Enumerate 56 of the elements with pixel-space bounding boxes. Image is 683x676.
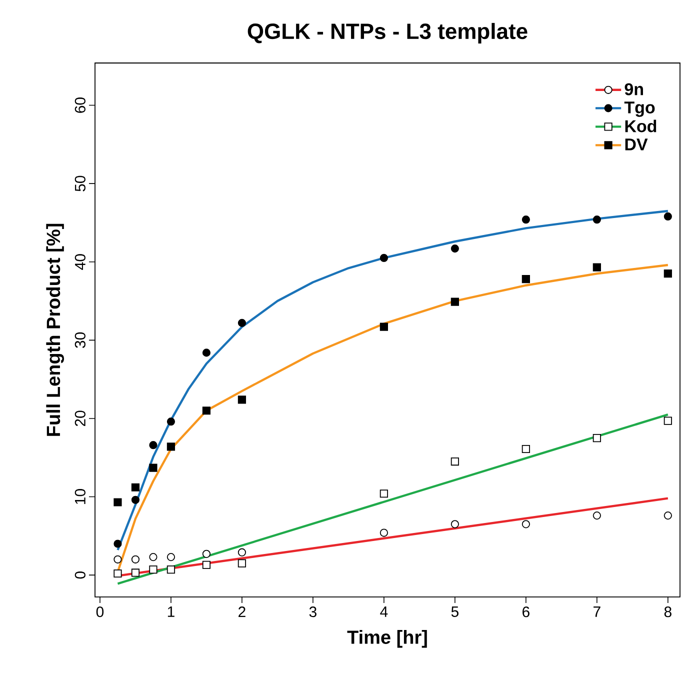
point [592, 263, 601, 272]
point [114, 540, 122, 548]
y-tick-label: 60 [74, 98, 86, 113]
y-tick-label: 0 [74, 571, 86, 579]
legend-label: DV [625, 138, 648, 150]
y-tick-label: 50 [74, 176, 86, 192]
point [664, 416, 672, 425]
legend-label: 9n [624, 83, 643, 96]
point [380, 490, 388, 498]
point [522, 216, 530, 224]
point [238, 559, 246, 568]
point [131, 483, 140, 492]
x-tick-label: 4 [380, 606, 388, 617]
point [592, 434, 601, 442]
chart-title: QGLK - NTPs - L3 template [248, 22, 528, 44]
x-tick-label: 8 [664, 606, 672, 618]
point [202, 550, 211, 558]
point [149, 566, 158, 574]
point [166, 442, 176, 451]
point [149, 441, 158, 450]
line-series [116, 210, 670, 552]
point [166, 418, 176, 426]
point [114, 498, 122, 506]
point [149, 464, 158, 472]
point [114, 569, 122, 578]
y-axis-title: Full Length Product [%] [46, 224, 64, 436]
point [131, 568, 140, 577]
point [202, 560, 211, 569]
point [166, 566, 176, 574]
x-tick-label: 6 [522, 606, 530, 618]
legend-label: Tgo [624, 102, 655, 117]
x-tick-label: 3 [309, 606, 316, 618]
y-tick-label: 40 [74, 254, 86, 270]
point [592, 216, 601, 224]
point [238, 318, 246, 327]
point [450, 298, 459, 306]
y-tick-label: 30 [74, 332, 86, 348]
point [202, 348, 211, 357]
point [522, 275, 530, 284]
point [131, 496, 140, 504]
x-tick-label: 1 [168, 606, 174, 617]
y-tick-label: 10 [74, 489, 86, 504]
x-axis-title: Time [hr] [347, 630, 427, 648]
point [238, 396, 246, 404]
point [450, 457, 459, 466]
x-tick-label: 0 [96, 606, 104, 618]
y-tick-label: 20 [74, 410, 86, 426]
x-tick-label: 5 [451, 606, 458, 617]
point [380, 322, 388, 331]
x-tick-label: 2 [238, 606, 246, 617]
legend-label: Kod [625, 120, 656, 132]
x-tick-label: 7 [594, 606, 600, 617]
point [450, 244, 459, 253]
point [202, 406, 211, 415]
point [380, 254, 388, 262]
point [664, 270, 672, 278]
